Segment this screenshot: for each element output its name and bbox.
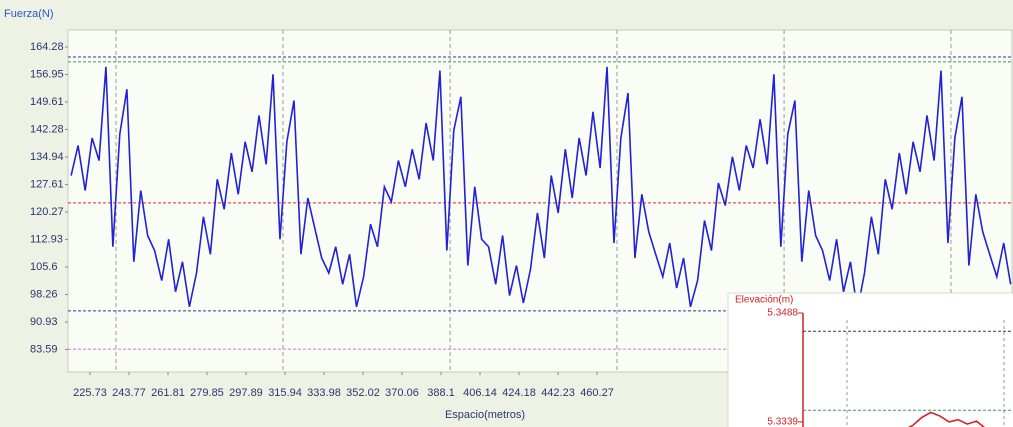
x-tick-label: 225.73 bbox=[73, 387, 107, 399]
x-tick-label: 370.06 bbox=[385, 387, 419, 399]
y-tick-label: 134.94 bbox=[30, 151, 64, 163]
x-tick-label: 297.89 bbox=[229, 387, 263, 399]
x-tick-label: 279.85 bbox=[190, 387, 224, 399]
elevation-line bbox=[907, 411, 986, 427]
y-tick-label: 127.61 bbox=[30, 178, 64, 190]
x-tick-label: 388.1 bbox=[427, 387, 455, 399]
y-tick-label: 156.95 bbox=[30, 68, 64, 80]
inset-y-tick-label: 5.3488 bbox=[767, 308, 798, 319]
inset-clip bbox=[803, 330, 1013, 427]
x-tick-label: 424.18 bbox=[502, 387, 536, 399]
x-tick-label: 333.98 bbox=[307, 387, 341, 399]
main-chart: 164.28 156.95 149.61 142.28 134.94 127.61 120.… bbox=[30, 30, 1013, 399]
y-tick-label: 105.6 bbox=[30, 261, 58, 273]
y-tick-label: 120.27 bbox=[30, 206, 64, 218]
x-tick-label: 352.02 bbox=[346, 387, 380, 399]
y-tick-label: 83.59 bbox=[30, 343, 58, 355]
force-line bbox=[70, 66, 1012, 311]
inset-y-tick-label: 5.3339 bbox=[767, 417, 798, 427]
y-tick-label: 149.61 bbox=[30, 96, 64, 108]
x-tick-label: 460.27 bbox=[580, 387, 614, 399]
inset-title: Elevación(m) bbox=[735, 295, 793, 306]
x-tick-label: 442.23 bbox=[541, 387, 575, 399]
x-tick-label: 315.94 bbox=[268, 387, 302, 399]
plot-clip bbox=[68, 30, 1013, 372]
inset-chart: Elevación(m) 5.3488 5.3339 bbox=[727, 292, 1013, 427]
inset-background bbox=[727, 292, 1013, 427]
y-tick-label: 112.93 bbox=[30, 233, 63, 245]
y-tick-label: 164.28 bbox=[30, 41, 64, 53]
x-tick-label: 406.14 bbox=[463, 387, 497, 399]
y-tick-label: 98.26 bbox=[30, 288, 58, 300]
chart-title: Fuerza(N) bbox=[4, 8, 54, 20]
x-axis-label: Espacio(metros) bbox=[445, 409, 525, 421]
x-tick-label: 243.77 bbox=[112, 387, 146, 399]
y-tick-label: 90.93 bbox=[30, 316, 58, 328]
x-tick-label: 261.81 bbox=[151, 387, 185, 399]
y-tick-label: 142.28 bbox=[30, 123, 64, 135]
